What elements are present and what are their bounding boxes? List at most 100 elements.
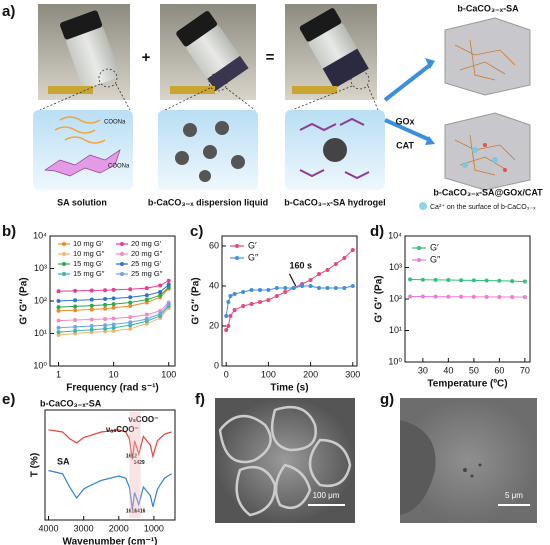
data-point — [342, 286, 347, 290]
data-point — [283, 286, 288, 290]
data-point — [144, 293, 149, 298]
annotation: 1612 — [126, 454, 137, 460]
data-point — [103, 302, 108, 307]
data-point — [56, 318, 61, 323]
data-point — [144, 297, 149, 302]
data-point — [103, 326, 108, 331]
legend-label: 10 mg G′ — [73, 239, 104, 248]
annotation-arrow — [288, 273, 297, 287]
plot-frame — [404, 235, 531, 363]
highlight-band — [129, 412, 141, 518]
data-point — [73, 308, 78, 313]
x-tick-label: 2000 — [109, 523, 129, 533]
data-point — [56, 289, 61, 294]
x-tick-label: 30 — [418, 365, 428, 375]
data-point — [103, 323, 108, 328]
data-point — [350, 284, 355, 288]
series-line — [410, 278, 525, 282]
data-point — [56, 308, 61, 313]
y-tick-label: 10⁰ — [33, 360, 47, 370]
data-point — [497, 294, 502, 299]
y-tick-label: 60 — [209, 240, 219, 250]
y-tick-label: 10⁴ — [388, 230, 402, 240]
data-point — [471, 294, 476, 299]
x-axis-label: Frequency (rad s⁻¹) — [66, 383, 159, 394]
y-tick-label: 0 — [214, 360, 219, 370]
x-tick-label: 100 — [261, 369, 276, 379]
data-point — [111, 325, 116, 330]
data-point — [241, 304, 246, 308]
y-tick-label: 10² — [34, 295, 47, 305]
data-point — [420, 294, 425, 299]
product-label: b-CaCO₃₋ₓ-SA — [457, 3, 519, 13]
photos — [38, 4, 377, 100]
annotation: νₛCOO⁻ — [128, 415, 158, 424]
data-point — [56, 299, 61, 303]
scale-bar-label: 5 μm — [505, 491, 523, 500]
data-point — [158, 293, 163, 298]
x-tick-label: 10 — [109, 369, 119, 379]
data-point — [241, 290, 246, 294]
equals-sign: = — [266, 49, 275, 66]
series-label: b-CaCO₃₋ₓ-SA — [40, 398, 102, 408]
series-line — [410, 296, 525, 298]
y-axis-label: G′ G″ (Pa) — [374, 275, 385, 322]
legend-label: 15 mg G″ — [73, 269, 105, 278]
data-point — [522, 295, 527, 300]
y-tick-label: 10¹ — [389, 325, 402, 335]
series-label: SA — [57, 456, 70, 466]
data-point — [497, 278, 502, 283]
data-point — [433, 294, 438, 299]
data-point — [128, 323, 133, 328]
data-point — [103, 329, 108, 334]
data-point — [274, 286, 279, 290]
data-point — [166, 302, 171, 307]
x-tick-label: 300 — [345, 369, 360, 379]
x-axis-label: Wavenumber (cm⁻¹) — [63, 537, 158, 545]
series-line — [48, 429, 172, 460]
data-point — [510, 279, 515, 284]
legend-label: 20 mg G′ — [131, 239, 162, 248]
data-point — [317, 286, 322, 290]
x-tick-label: 60 — [494, 365, 504, 375]
coona-label: COONa — [108, 164, 130, 170]
legend-marker — [120, 262, 124, 266]
x-axis-label: Temperature (ºC) — [427, 379, 507, 390]
legend-marker — [62, 252, 66, 256]
enzyme-label: GOx — [395, 116, 414, 126]
data-point — [226, 324, 231, 328]
legend-marker — [120, 272, 124, 276]
data-point — [73, 298, 78, 303]
data-point — [300, 284, 305, 288]
legend-label: 10 mg G″ — [73, 249, 105, 258]
series-line — [48, 469, 172, 510]
x-tick-label: 100 — [161, 369, 176, 379]
annotation: 160 s — [290, 260, 313, 270]
data-point — [73, 304, 78, 309]
data-point — [333, 262, 338, 266]
data-point — [89, 288, 94, 293]
data-point — [446, 278, 451, 283]
data-point — [257, 300, 262, 304]
data-point — [73, 288, 78, 293]
y-tick-label: 10² — [389, 293, 402, 303]
legend-marker — [235, 244, 239, 248]
data-point — [103, 306, 108, 311]
panel-label: f) — [195, 391, 205, 408]
plot-frame — [221, 235, 358, 367]
x-tick-label: 3000 — [74, 523, 94, 533]
annotation: 1616 — [126, 509, 137, 515]
legend-marker — [62, 262, 66, 266]
caption: SA solution — [57, 197, 107, 207]
legend-marker — [417, 258, 421, 262]
data-point — [144, 316, 149, 321]
data-point — [103, 316, 108, 321]
data-point — [420, 277, 425, 282]
y-axis-label: G′ G″ (Pa) — [191, 277, 202, 324]
panel-label: d) — [370, 223, 384, 240]
data-point — [408, 294, 413, 299]
x-tick-label: 200 — [303, 369, 318, 379]
y-tick-label: 20 — [209, 320, 219, 330]
plus-sign: + — [142, 49, 151, 66]
